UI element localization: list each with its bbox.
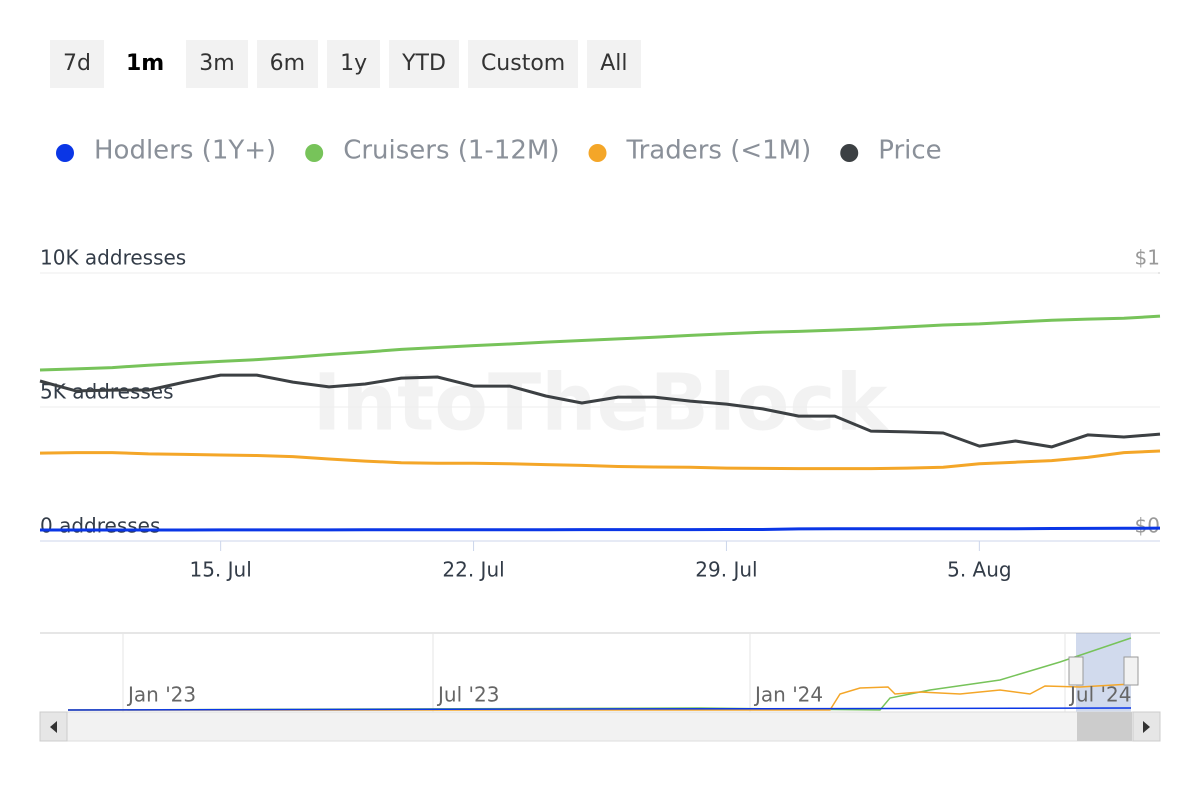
arrow-right <box>1143 721 1150 733</box>
range-button[interactable]: 6m <box>256 40 319 88</box>
y-tick-label: 0 addresses <box>40 514 160 538</box>
navigator-label: Jul '23 <box>436 683 499 707</box>
navigator-mask[interactable] <box>1076 633 1131 712</box>
legend-label: Traders (<1M) <box>626 136 812 166</box>
legend-label: Hodlers (1Y+) <box>94 136 276 166</box>
legend-marker <box>56 144 74 162</box>
range-button[interactable]: 3m <box>186 40 248 88</box>
y2-tick-label: $0 <box>1135 514 1160 538</box>
scrollbar-track[interactable] <box>39 711 1161 742</box>
range-button[interactable]: 1m <box>112 40 178 88</box>
navigator-line <box>67 707 1132 711</box>
range-button[interactable]: YTD <box>389 40 459 88</box>
series-line <box>39 449 1161 471</box>
series-line <box>39 314 1161 372</box>
x-tick-label: 5. Aug <box>947 558 1012 582</box>
range-selector: 7d 1m 3m 6m 1y YTD Custom All <box>50 40 650 88</box>
scrollbar-thumb[interactable] <box>1077 712 1132 741</box>
range-button[interactable]: 7d <box>50 40 104 88</box>
range-button[interactable]: 1y <box>327 40 381 88</box>
legend-marker <box>588 144 607 162</box>
navigator-bg <box>40 633 1160 712</box>
legend-marker <box>840 144 859 162</box>
x-tick-label: 15. Jul <box>189 558 251 582</box>
scrollbar-right[interactable] <box>1132 711 1161 742</box>
legend-label: Price <box>878 136 941 166</box>
x-tick-label: 29. Jul <box>695 558 757 582</box>
y2-tick-label: $1 <box>1135 246 1160 270</box>
navigator-handle[interactable] <box>1068 656 1084 686</box>
y-tick-label: 10K addresses <box>40 246 186 270</box>
legend-label: Cruisers (1-12M) <box>343 136 559 166</box>
arrow-left <box>50 721 57 733</box>
range-button[interactable]: Custom <box>467 40 579 88</box>
legend-marker <box>305 144 324 162</box>
range-button[interactable]: All <box>587 40 641 88</box>
navigator-line <box>68 683 1132 711</box>
navigator-handle[interactable] <box>1123 656 1139 686</box>
navigator-label: Jan '23 <box>126 683 196 707</box>
navigator-label: Jul '24 <box>1068 683 1131 707</box>
navigator <box>39 632 1161 742</box>
navigator-label: Jan '24 <box>753 683 823 707</box>
series-line <box>39 373 1161 449</box>
x-tick-label: 22. Jul <box>442 558 504 582</box>
watermark: IntoTheBlock <box>313 358 890 448</box>
series-line <box>40 526 1161 532</box>
